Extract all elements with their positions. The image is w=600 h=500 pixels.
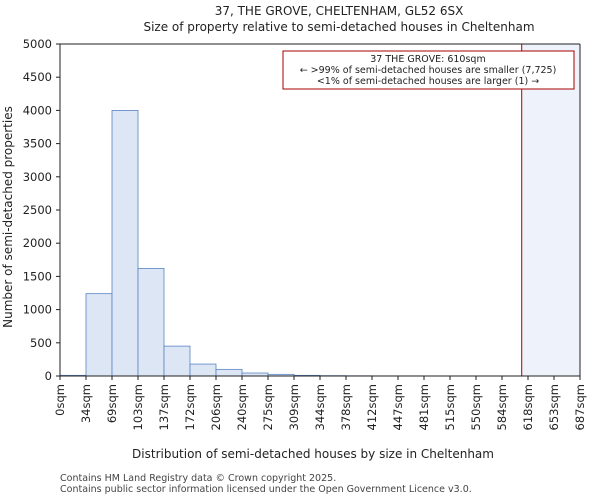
x-tick-label: 137sqm xyxy=(157,384,171,430)
x-tick-label: 447sqm xyxy=(391,384,405,430)
chart-title: 37, THE GROVE, CHELTENHAM, GL52 6SX xyxy=(215,4,464,18)
y-tick-label: 5000 xyxy=(23,37,52,51)
x-tick-label: 172sqm xyxy=(183,384,197,430)
x-tick-label: 309sqm xyxy=(287,384,301,430)
x-axis-label: Distribution of semi-detached houses by … xyxy=(132,447,494,461)
histogram-bar-206sqm xyxy=(215,368,243,377)
annotation-line-3: <1% of semi-detached houses are larger (… xyxy=(317,76,539,87)
larger-region-highlight xyxy=(521,44,580,376)
x-tick-label: 240sqm xyxy=(235,384,249,430)
histogram-bar-172sqm xyxy=(189,363,217,377)
x-tick-label: 69sqm xyxy=(105,384,119,423)
y-tick-label: 2000 xyxy=(23,236,52,250)
y-tick-label: 2500 xyxy=(23,203,52,217)
x-tick-label: 550sqm xyxy=(469,384,483,430)
footer-line-2: Contains public sector information licen… xyxy=(60,484,472,495)
histogram-bar-103sqm xyxy=(137,268,165,377)
x-tick-label: 34sqm xyxy=(79,384,93,423)
y-tick-label: 500 xyxy=(30,336,52,350)
x-tick-label: 378sqm xyxy=(339,384,353,430)
x-tick-label: 687sqm xyxy=(573,384,587,430)
y-tick-label: 0 xyxy=(45,369,52,383)
annotation-line-2: ← >99% of semi-detached houses are small… xyxy=(300,65,557,76)
x-tick-label: 103sqm xyxy=(131,384,145,430)
y-axis-label: Number of semi-detached properties xyxy=(1,106,15,328)
chart-subtitle: Size of property relative to semi-detach… xyxy=(143,20,534,34)
y-tick-label: 4500 xyxy=(23,70,52,84)
x-tick-label: 412sqm xyxy=(365,384,379,430)
x-tick-label: 0sqm xyxy=(53,384,67,416)
y-tick-label: 1000 xyxy=(23,303,52,317)
x-tick-label: 275sqm xyxy=(261,384,275,430)
y-tick-label: 1500 xyxy=(23,269,52,283)
histogram-bar-137sqm xyxy=(163,345,191,377)
x-tick-label: 344sqm xyxy=(313,384,327,430)
x-tick-label: 515sqm xyxy=(443,384,457,430)
annotation-border xyxy=(282,50,575,90)
histogram-bar-34sqm xyxy=(85,293,113,377)
footer-line-1: Contains HM Land Registry data © Crown c… xyxy=(60,473,337,484)
y-tick-label: 3500 xyxy=(23,137,52,151)
x-tick-label: 481sqm xyxy=(417,384,431,430)
y-tick-label: 4000 xyxy=(23,103,52,117)
histogram-bar-69sqm xyxy=(111,110,139,377)
x-tick-label: 653sqm xyxy=(547,384,561,430)
y-tick-label: 3000 xyxy=(23,170,52,184)
annotation-box: 37 THE GROVE: 610sqm ← >99% of semi-deta… xyxy=(282,50,575,90)
x-tick-label: 618sqm xyxy=(521,384,535,430)
x-tick-label: 584sqm xyxy=(495,384,509,430)
annotation-line-1: 37 THE GROVE: 610sqm xyxy=(370,54,485,65)
x-tick-label: 206sqm xyxy=(209,384,223,430)
